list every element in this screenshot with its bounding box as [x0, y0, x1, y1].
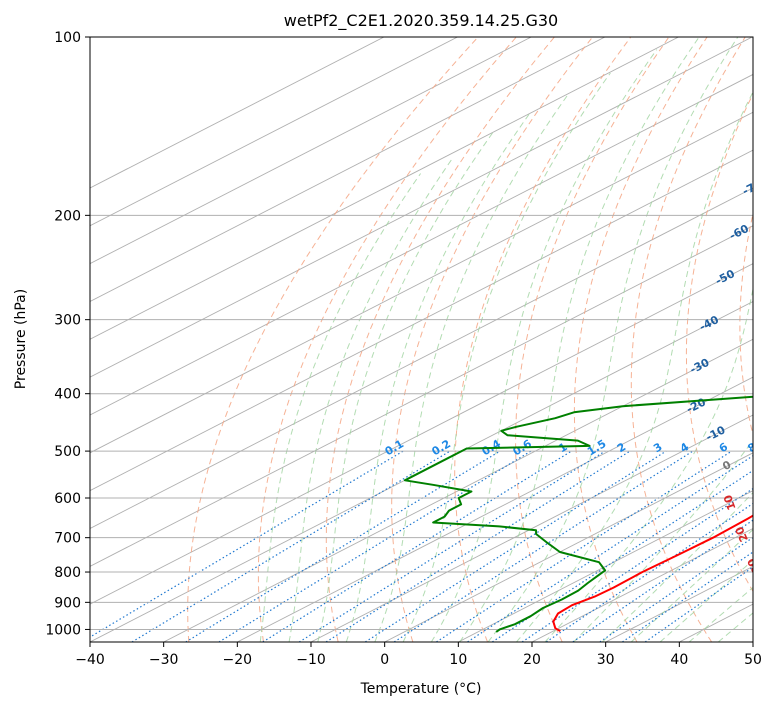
dry-adiabat-line	[630, 37, 746, 642]
y-tick-label: 100	[54, 30, 81, 46]
dry-adiabat-line	[515, 37, 670, 642]
y-axis-ticks: 100 200 300 400 500 600 700 800 900 1000	[45, 30, 90, 638]
y-tick-label: 900	[54, 595, 81, 611]
dry-adiabat-label: 30	[745, 556, 764, 576]
mixing-ratio-line	[644, 566, 753, 642]
mixing-ratio-line	[262, 450, 572, 642]
mixing-ratio-line	[393, 450, 694, 642]
dry-adiabat-line	[739, 211, 753, 437]
isotherm-line	[90, 37, 606, 302]
x-tick-label: −30	[149, 652, 179, 668]
temperature-line	[552, 514, 753, 633]
moist-adiabat-line	[573, 439, 753, 642]
x-axis-ticks: −40 −30 −20 −10 0 10 20 30 40 50	[75, 642, 762, 668]
chart-title: wetPf2_C2E1.2020.359.14.25.G30	[284, 11, 558, 31]
x-tick-label: 10	[449, 652, 467, 668]
mixing-ratio-line	[325, 450, 631, 642]
y-tick-label: 600	[54, 491, 81, 507]
x-tick-label: −10	[296, 652, 326, 668]
mixing-ratio-line	[90, 450, 404, 638]
isotherm-line	[237, 376, 753, 642]
isotherm-line	[90, 37, 753, 378]
y-tick-label: 700	[54, 531, 81, 547]
isotherm-line	[90, 37, 385, 189]
mixing-ratio-line	[218, 450, 532, 642]
x-tick-label: 40	[670, 652, 688, 668]
y-tick-label: 400	[54, 387, 81, 403]
dry-adiabat-line	[391, 37, 593, 642]
isotherm-line	[90, 263, 753, 605]
moist-adiabat-line	[544, 286, 753, 642]
dry-adiabat-line	[454, 37, 632, 642]
moist-adiabat-line	[402, 72, 611, 642]
isotherm-line	[90, 187, 753, 529]
y-tick-label: 300	[54, 313, 81, 329]
x-tick-label: −40	[75, 652, 105, 668]
isotherm-line	[90, 37, 458, 227]
pressure-gridlines	[90, 37, 753, 630]
plot-frame	[89, 36, 754, 643]
dry-adiabat-line	[325, 37, 555, 642]
isotherm-line	[90, 37, 679, 340]
dewpoint-line	[403, 395, 753, 633]
dry-adiabat-line	[257, 37, 517, 642]
mixing-ratio-line	[491, 469, 753, 642]
x-tick-label: 50	[744, 652, 762, 668]
moist-adiabat-line	[374, 94, 569, 642]
y-tick-label: 500	[54, 444, 81, 460]
y-tick-label: 200	[54, 208, 81, 224]
dry-adiabat-line	[187, 37, 479, 642]
moist-adiabat-line	[259, 173, 422, 642]
x-axis-label: Temperature (°C)	[360, 681, 482, 697]
moist-adiabat-line	[430, 49, 658, 642]
mixing-ratio-line	[364, 450, 667, 642]
isotherm-line	[90, 300, 753, 642]
moist-adiabat-line	[601, 491, 753, 642]
dry-adiabat-label: 10	[721, 493, 739, 512]
moist-adiabat-line	[288, 157, 454, 642]
isotherm-line	[90, 37, 532, 265]
isotherm-line	[384, 452, 753, 642]
moist-adiabat-line	[659, 559, 753, 642]
background-lines	[90, 37, 753, 642]
isotherm-line	[90, 73, 753, 416]
moist-adiabat-line	[345, 113, 530, 642]
isotherm-line	[90, 225, 753, 567]
mixing-ratio-line	[622, 551, 753, 642]
x-tick-label: −20	[223, 652, 253, 668]
isotherm-line	[310, 414, 753, 642]
isotherm-line	[90, 149, 753, 492]
profiles	[403, 395, 753, 633]
x-tick-label: 0	[380, 652, 389, 668]
mixing-ratio-label: 8	[745, 440, 758, 455]
isotherm-line	[458, 490, 753, 642]
dry-adiabat-label: 20	[733, 524, 751, 544]
moist-adiabat-line	[630, 528, 753, 642]
y-tick-label: 1000	[45, 622, 81, 638]
moist-adiabat-line	[459, 37, 700, 642]
x-tick-label: 20	[523, 652, 541, 668]
dry-adiabat-line	[685, 92, 753, 593]
moist-adiabat-line	[487, 37, 739, 642]
y-tick-label: 800	[54, 565, 81, 581]
mixing-ratio-line	[521, 487, 753, 642]
moist-adiabat-line	[516, 90, 753, 642]
moist-adiabat-line	[688, 586, 753, 642]
isotherm-line	[531, 527, 753, 642]
x-tick-label: 30	[597, 652, 615, 668]
mixing-ratio-line	[185, 450, 501, 642]
y-axis-label: Pressure (hPa)	[13, 289, 29, 389]
isotherm-line	[90, 111, 753, 454]
mixing-ratio-line	[298, 450, 606, 642]
mixing-ratio-line	[599, 536, 753, 642]
isotherm-label: -100	[749, 56, 775, 80]
